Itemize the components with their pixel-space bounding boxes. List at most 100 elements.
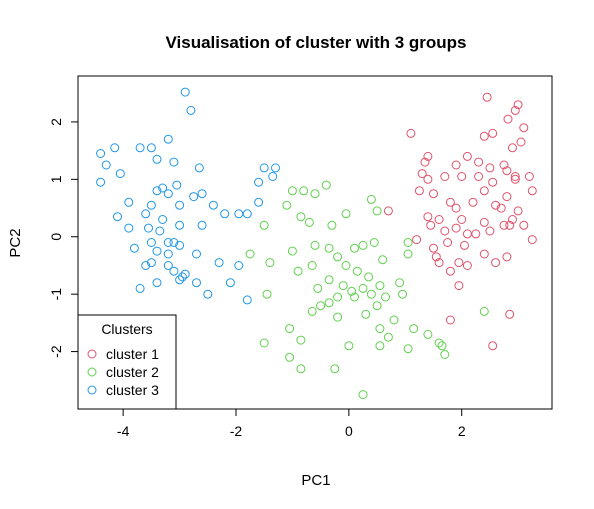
cluster-3-point (146, 258, 156, 268)
cluster-2-point (344, 341, 354, 351)
cluster-1-point (510, 105, 520, 115)
cluster-3-point (175, 200, 185, 210)
cluster-2-point (366, 289, 376, 299)
cluster-3-point (110, 143, 120, 153)
cluster-2-point (333, 252, 343, 262)
cluster-1-point (479, 249, 489, 259)
cluster-1-point (457, 172, 467, 181)
cluster-2-point (296, 335, 306, 345)
cluster-3-point (152, 154, 162, 164)
cluster-2-point (358, 283, 368, 293)
legend-marker-cluster-3 (87, 385, 97, 395)
cluster-1-point (488, 128, 498, 138)
cluster-3-point (163, 261, 173, 270)
cluster-2-point (327, 220, 337, 230)
cluster-2-point (310, 240, 320, 250)
cluster-2-point (341, 209, 351, 219)
cluster-1-point (383, 206, 393, 216)
cluster-1-point (474, 172, 484, 181)
cluster-2-point (293, 266, 303, 276)
cluster-2-point (341, 261, 351, 270)
cluster-2-point (403, 238, 413, 247)
cluster-2-point (358, 240, 368, 250)
cluster-1-point (454, 281, 464, 291)
cluster-3-point (135, 283, 145, 293)
cluster-3-point (271, 163, 280, 173)
cluster-3-point (172, 180, 182, 190)
cluster-2-point (310, 189, 320, 199)
cluster-3-point (225, 278, 235, 288)
cluster-3-point (124, 197, 134, 207)
cluster-1-point (445, 266, 455, 276)
cluster-1-point (471, 229, 481, 239)
cluster-1-point (508, 143, 517, 153)
cluster-3-point (234, 261, 244, 270)
cluster-3-point (259, 163, 269, 173)
cluster-3-point (96, 177, 106, 187)
cluster-1-point (482, 92, 492, 102)
legend-entries: cluster 1 cluster 2 cluster 3 (87, 346, 159, 398)
cluster-3-point (144, 223, 153, 233)
cluster-1-point (423, 212, 433, 222)
cluster-1-point (527, 235, 537, 245)
cluster-2-point (375, 341, 385, 351)
cluster-1-point (445, 315, 455, 325)
cluster-3-point (113, 212, 122, 222)
cluster-3-point (234, 209, 244, 219)
cluster-3-point (163, 249, 173, 259)
cluster-3-point (220, 209, 230, 219)
cluster-2-point (375, 324, 385, 334)
cluster-3-point (197, 189, 207, 199)
cluster-1-point (406, 128, 416, 138)
cluster-1-point (431, 252, 441, 262)
cluster-1-point (474, 157, 484, 167)
cluster-2-point (307, 261, 317, 270)
cluster-1-point (423, 174, 433, 184)
cluster-2-point (366, 194, 376, 204)
cluster-3-point (101, 160, 111, 170)
cluster-2-point (299, 186, 309, 196)
cluster-3-point (242, 209, 252, 219)
cluster-2-point (287, 186, 297, 196)
cluster-1-point (513, 206, 523, 216)
cluster-2-point (324, 275, 334, 285)
cluster-2-point (285, 324, 295, 334)
legend-label-cluster-1: cluster 1 (106, 346, 159, 362)
cluster-3-point (194, 163, 204, 173)
cluster-1-point (503, 114, 513, 124)
cluster-1-point (502, 192, 512, 202)
cluster-3-point (169, 238, 179, 247)
cluster-1-point (491, 200, 501, 210)
cluster-3-point (163, 189, 173, 199)
data-points (96, 87, 537, 400)
cluster-2-point (437, 341, 447, 351)
cluster-1-point (451, 160, 461, 170)
cluster-2-point (358, 390, 368, 400)
cluster-2-point (313, 283, 323, 293)
cluster-2-point (369, 238, 379, 247)
cluster-1-point (443, 238, 453, 247)
cluster-2-point (324, 243, 334, 253)
cluster-3-point (146, 238, 156, 247)
cluster-1-point (434, 215, 444, 224)
cluster-1-point (510, 174, 520, 184)
cluster-2-point (381, 292, 390, 302)
cluster-1-point (524, 172, 534, 181)
cluster-2-point (265, 258, 275, 268)
cluster-2-point (333, 312, 343, 322)
cluster-3-point (197, 220, 207, 230)
cluster-1-point (451, 223, 461, 233)
cluster-1-point (423, 151, 433, 161)
cluster-2-point (324, 298, 334, 308)
cluster-3-point (155, 226, 165, 236)
cluster-3-point (115, 169, 125, 179)
legend-label-cluster-3: cluster 3 (106, 382, 159, 398)
cluster-3-point (268, 172, 278, 181)
cluster-2-point (403, 344, 413, 354)
cluster-1-point (479, 186, 489, 196)
cluster-1-point (414, 186, 424, 196)
cluster-1-point (505, 309, 515, 319)
cluster-3-point (152, 278, 162, 288)
cluster-1-point (460, 240, 469, 250)
